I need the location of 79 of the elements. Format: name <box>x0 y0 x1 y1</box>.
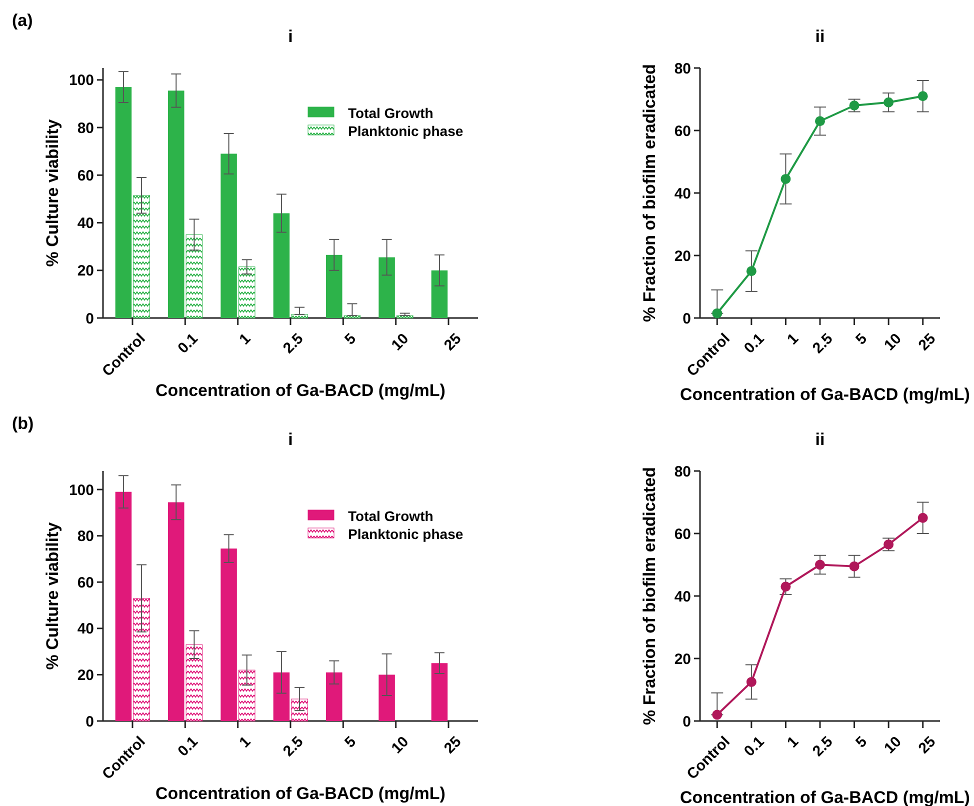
x-tick-label: 25 <box>440 330 465 354</box>
x-tick-label: 0.1 <box>174 330 202 358</box>
y-tick-label: 80 <box>674 60 691 78</box>
legend-label: Planktonic phase <box>348 122 464 139</box>
y-tick-label: 80 <box>77 528 94 546</box>
bar <box>378 674 395 721</box>
bar <box>431 270 448 318</box>
y-tick-label: 20 <box>674 650 691 668</box>
y-tick-label: 40 <box>77 215 94 232</box>
legend-label: Total Growth <box>348 508 434 524</box>
x-tick-label: 1 <box>784 733 802 752</box>
point <box>746 676 756 687</box>
point <box>884 97 894 108</box>
x-tick-label: 25 <box>440 733 465 758</box>
y-tick-label: 20 <box>77 262 94 280</box>
x-tick-label: 5 <box>852 330 871 348</box>
y-tick-label: 60 <box>674 122 691 140</box>
chart-title: i <box>288 27 293 46</box>
x-tick-label: 0.1 <box>740 330 768 358</box>
x-tick-label: 5 <box>852 733 871 752</box>
x-tick-label: 2.5 <box>809 733 836 760</box>
point <box>712 308 722 318</box>
y-tick-label: 80 <box>77 120 94 137</box>
point <box>918 91 928 102</box>
y-tick-label: 20 <box>77 666 94 684</box>
y-tick-label: 0 <box>86 713 94 730</box>
x-tick-label: 5 <box>342 733 360 752</box>
y-tick-label: 100 <box>68 482 94 499</box>
point <box>780 174 791 184</box>
y-tick-label: 100 <box>68 72 94 90</box>
legend-label: Planktonic phase <box>348 526 464 542</box>
x-tick-label: 2.5 <box>809 330 836 358</box>
point <box>780 582 791 592</box>
x-tick-label: 10 <box>881 733 905 758</box>
x-tick-label: 0.1 <box>740 733 768 760</box>
chart-title: i <box>288 430 293 449</box>
y-tick-label: 20 <box>674 248 691 265</box>
x-tick-label: 10 <box>388 330 412 354</box>
chart-title: ii <box>815 430 825 449</box>
y-tick-label: 0 <box>86 310 94 328</box>
point <box>746 266 756 276</box>
y-tick-label: 60 <box>77 574 94 592</box>
bar <box>326 672 342 721</box>
y-axis-title: % Fraction of biofilm eradicated <box>640 467 659 725</box>
x-tick-label: 2.5 <box>280 330 307 358</box>
y-axis-title: % Culture viability <box>43 522 62 670</box>
chart-title: ii <box>815 27 825 46</box>
x-tick-label: 10 <box>881 330 905 354</box>
text: (a) <box>12 11 33 30</box>
point <box>918 512 928 523</box>
y-axis-title: % Culture viability <box>43 118 62 267</box>
text: (b) <box>12 414 34 433</box>
y-tick-label: 80 <box>674 463 691 480</box>
y-tick-label: 40 <box>674 588 691 606</box>
y-axis-title: % Fraction of biofilm eradicated <box>640 64 659 322</box>
x-tick-label: 0.1 <box>174 733 202 760</box>
point <box>815 560 825 570</box>
x-tick-label: 25 <box>915 733 940 758</box>
x-tick-label: 10 <box>388 733 412 758</box>
x-tick-label: 1 <box>236 330 254 348</box>
point <box>815 116 825 126</box>
x-tick-label: 5 <box>342 330 360 348</box>
legend-label: Total Growth <box>348 104 434 121</box>
y-tick-label: 40 <box>674 185 691 202</box>
point <box>849 561 860 572</box>
x-tick-label: 1 <box>236 733 254 752</box>
x-axis-title: Concentration of Ga-BACD (mg/mL) <box>680 385 970 404</box>
y-tick-label: 60 <box>77 167 94 184</box>
y-tick-label: 40 <box>77 620 94 638</box>
x-tick-label: 25 <box>915 330 940 354</box>
y-tick-label: 0 <box>682 310 691 328</box>
bar <box>431 663 448 721</box>
x-tick-label: 1 <box>784 330 802 348</box>
y-tick-label: 0 <box>682 713 691 730</box>
point <box>712 710 722 720</box>
y-tick-label: 60 <box>674 526 691 543</box>
x-tick-label: 2.5 <box>280 733 307 760</box>
x-axis-title: Concentration of Ga-BACD (mg/mL) <box>156 381 446 400</box>
x-axis-title: Concentration of Ga-BACD (mg/mL) <box>156 784 446 803</box>
